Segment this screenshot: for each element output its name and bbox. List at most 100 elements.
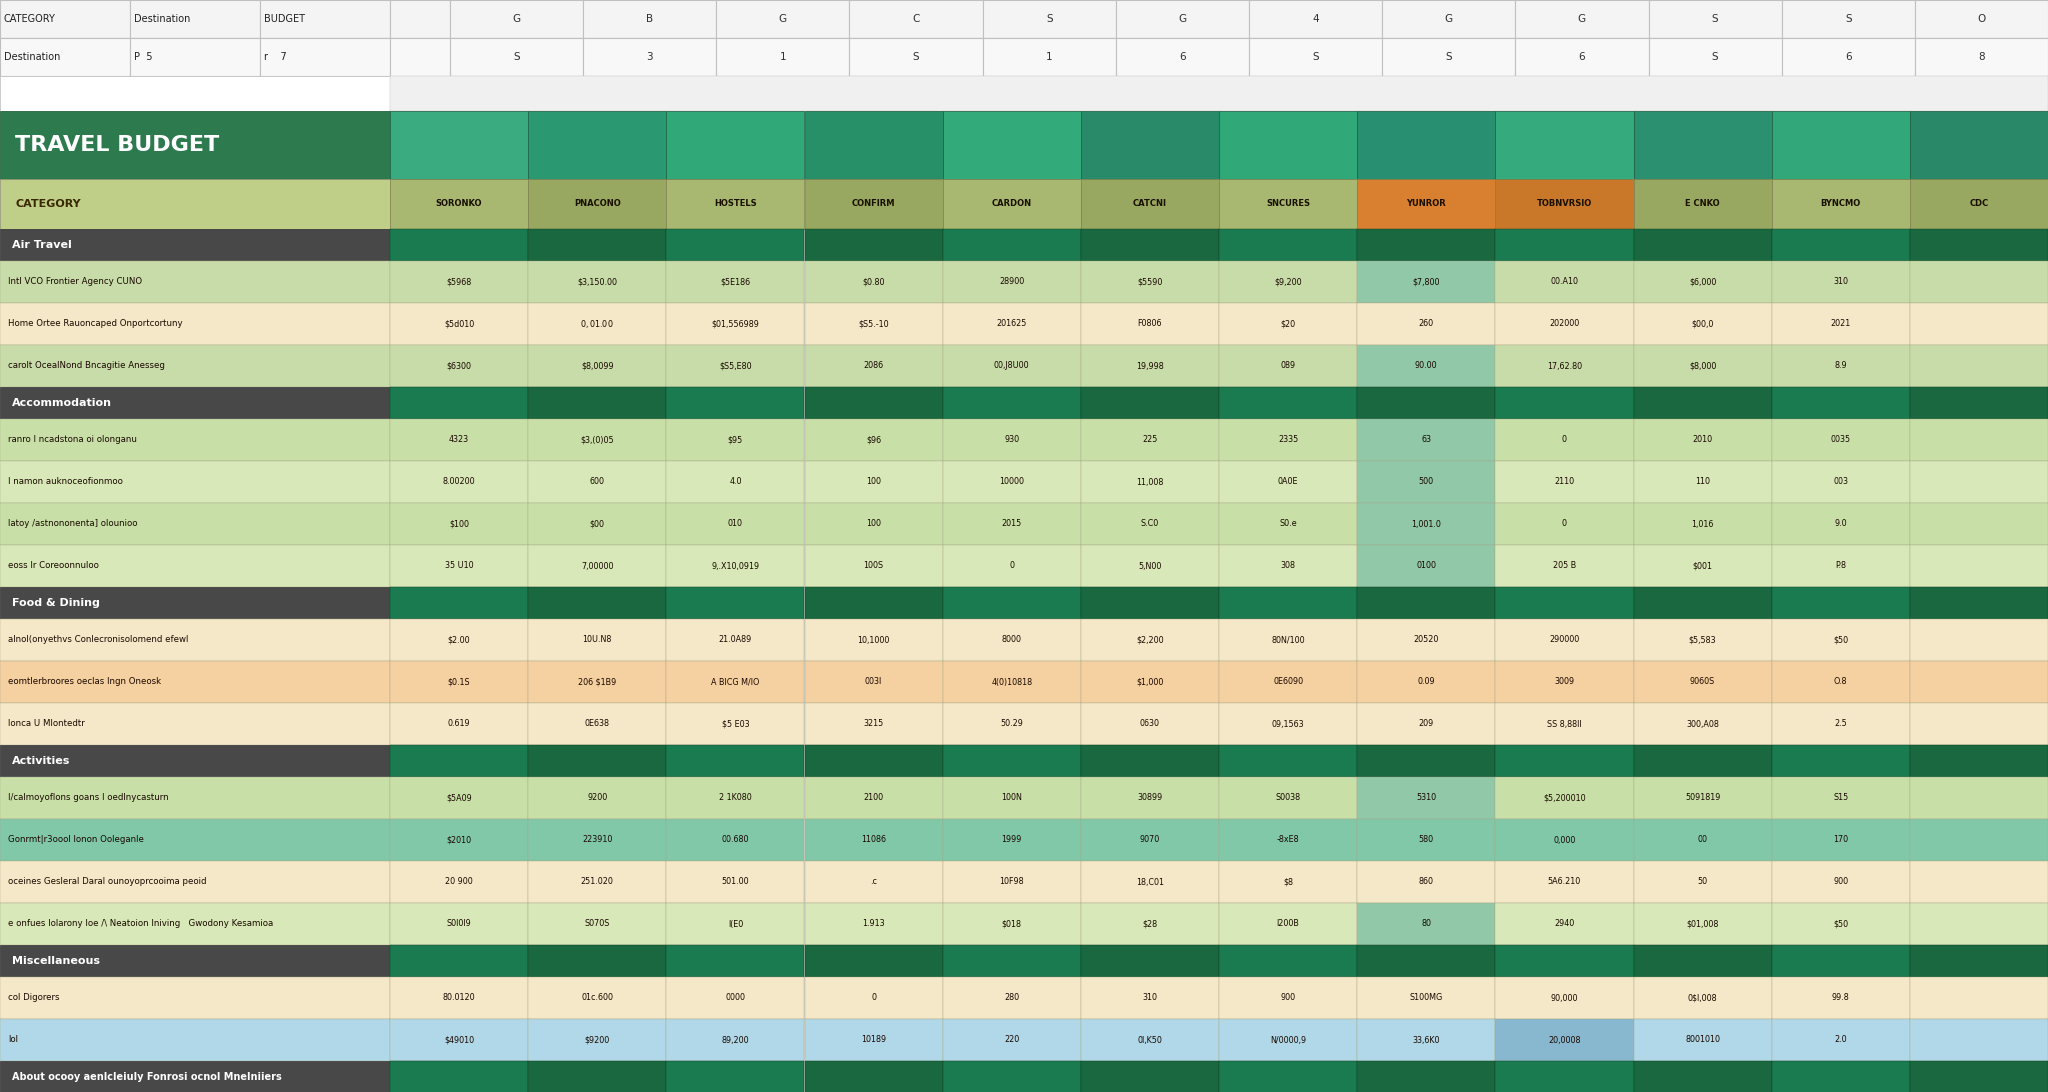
Bar	[1649, 38, 1782, 76]
Bar	[1634, 545, 1772, 587]
Bar	[1358, 977, 1495, 1019]
Text: $9200: $9200	[584, 1035, 610, 1045]
Bar	[1081, 179, 1219, 229]
Bar	[1495, 661, 1634, 703]
Bar	[389, 461, 528, 503]
Text: 930: 930	[1004, 436, 1020, 444]
Text: 580: 580	[1419, 835, 1434, 844]
Bar	[666, 977, 805, 1019]
Bar	[1219, 111, 1358, 179]
Text: 209: 209	[1419, 720, 1434, 728]
Bar	[389, 977, 528, 1019]
Bar	[1495, 860, 1634, 903]
Bar	[1634, 819, 1772, 860]
Bar	[942, 903, 1081, 945]
Text: 0: 0	[1010, 561, 1014, 570]
Text: 28900: 28900	[999, 277, 1024, 286]
Bar	[0, 619, 389, 661]
Text: 2015: 2015	[1001, 520, 1022, 529]
Text: O.8: O.8	[1835, 677, 1847, 687]
Text: 2010: 2010	[1692, 436, 1712, 444]
Text: SORONKO: SORONKO	[436, 200, 483, 209]
Bar	[0, 0, 129, 38]
Text: 10U.N8: 10U.N8	[582, 636, 612, 644]
Text: G: G	[1178, 14, 1186, 24]
Text: $28: $28	[1143, 919, 1157, 928]
Bar	[1081, 302, 1219, 345]
Text: $20: $20	[1280, 320, 1296, 329]
Bar	[1634, 302, 1772, 345]
Bar	[1219, 302, 1358, 345]
Bar	[1081, 387, 1219, 419]
Text: TRAVEL BUDGET: TRAVEL BUDGET	[14, 135, 219, 155]
Text: 280: 280	[1004, 994, 1020, 1002]
Bar	[850, 0, 983, 38]
Text: 4.0: 4.0	[729, 477, 741, 487]
Text: $5590: $5590	[1137, 277, 1163, 286]
Text: e onfues Iolarony Ioe /\ Neatoion Iniving   Gwodony Kesamioa: e onfues Iolarony Ioe /\ Neatoion Inivin…	[8, 919, 272, 928]
Bar	[942, 745, 1081, 778]
Bar	[0, 1061, 389, 1092]
Bar	[1911, 229, 2048, 261]
Bar	[942, 703, 1081, 745]
Bar	[1081, 111, 1219, 179]
Text: $2,200: $2,200	[1137, 636, 1163, 644]
Bar	[805, 778, 942, 819]
Bar	[1772, 302, 1911, 345]
Bar	[1495, 587, 1634, 619]
Bar	[528, 179, 666, 229]
Bar	[1911, 179, 2048, 229]
Bar	[389, 903, 528, 945]
Bar	[528, 619, 666, 661]
Text: 0: 0	[1563, 436, 1567, 444]
Text: S: S	[1712, 14, 1718, 24]
Bar	[850, 38, 983, 76]
Text: S070S: S070S	[584, 919, 610, 928]
Bar	[528, 461, 666, 503]
Text: 225: 225	[1143, 436, 1157, 444]
Text: 09,1563: 09,1563	[1272, 720, 1305, 728]
Bar	[1081, 345, 1219, 387]
Bar	[1516, 38, 1649, 76]
Bar	[1772, 461, 1911, 503]
Bar	[666, 1019, 805, 1061]
Text: $100: $100	[449, 520, 469, 529]
Bar	[666, 778, 805, 819]
Bar	[1634, 387, 1772, 419]
Bar	[1358, 545, 1495, 587]
Bar	[528, 587, 666, 619]
Bar	[528, 860, 666, 903]
Text: Activities: Activities	[12, 756, 70, 765]
Bar	[1634, 461, 1772, 503]
Text: 3: 3	[647, 52, 653, 62]
Bar	[0, 745, 389, 778]
Bar	[1081, 745, 1219, 778]
Text: F0806: F0806	[1139, 320, 1161, 329]
Text: 33,6K0: 33,6K0	[1413, 1035, 1440, 1045]
Bar	[805, 745, 942, 778]
Bar	[805, 903, 942, 945]
Bar	[1634, 661, 1772, 703]
Bar	[1634, 261, 1772, 302]
Bar	[528, 503, 666, 545]
Bar	[717, 0, 850, 38]
Bar	[389, 587, 528, 619]
Bar	[805, 945, 942, 977]
Text: $6300: $6300	[446, 361, 471, 370]
Text: 0100: 0100	[1417, 561, 1436, 570]
Bar	[1249, 0, 1382, 38]
Bar	[0, 76, 2048, 111]
Text: I200B: I200B	[1276, 919, 1300, 928]
Text: S: S	[514, 52, 520, 62]
Bar	[1358, 179, 1495, 229]
Text: 63: 63	[1421, 436, 1432, 444]
Bar	[1358, 503, 1495, 545]
Bar	[0, 703, 389, 745]
Bar	[389, 1061, 528, 1092]
Bar	[389, 419, 528, 461]
Bar	[666, 661, 805, 703]
Bar	[129, 0, 260, 38]
Bar	[805, 1019, 942, 1061]
Bar	[0, 302, 389, 345]
Bar	[942, 461, 1081, 503]
